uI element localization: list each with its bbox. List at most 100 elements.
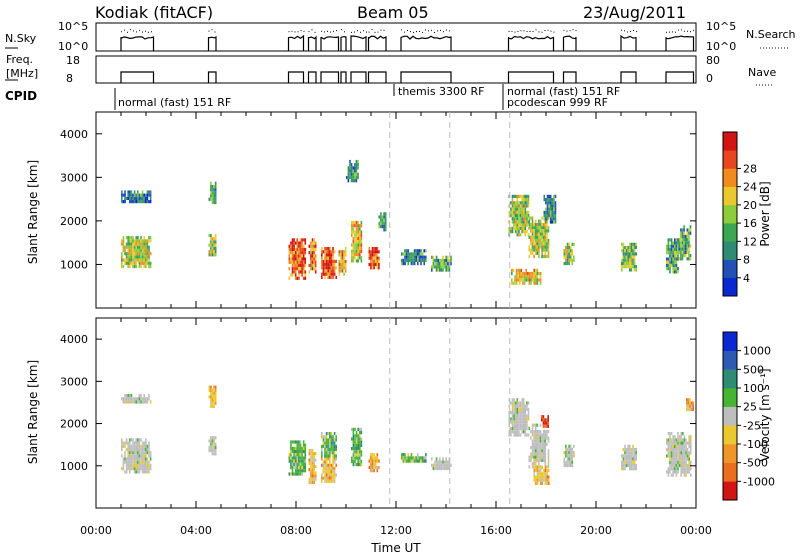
echo-cell <box>534 238 537 243</box>
echo-cell <box>516 210 519 214</box>
echo-cell <box>343 263 345 267</box>
echo-cell <box>516 430 519 434</box>
echo-cell <box>524 230 527 234</box>
echo-cell <box>573 242 575 246</box>
echo-cell <box>514 210 517 214</box>
echo-cell <box>667 244 670 248</box>
echo-cell <box>635 242 637 246</box>
nsky-label: N.Sky <box>5 32 37 45</box>
echo-cell <box>313 480 315 485</box>
echo-cell <box>130 467 133 471</box>
echo-cell <box>546 475 548 479</box>
echo-cell <box>340 256 342 260</box>
echo-cell <box>404 255 406 259</box>
echo-cell <box>121 438 123 442</box>
echo-cell <box>541 481 544 485</box>
echo-cell <box>418 255 421 259</box>
echo-blob <box>288 440 307 476</box>
echo-cell <box>528 426 531 430</box>
echo-cell <box>692 401 694 405</box>
echo-cell <box>311 263 314 268</box>
colorbar-tick-label: 500 <box>743 363 764 376</box>
echo-cell <box>518 204 520 208</box>
nsearch-dot <box>327 30 328 32</box>
echo-cell <box>137 196 139 200</box>
echo-cell <box>675 267 678 271</box>
echo-cell <box>344 259 347 263</box>
echo-cell <box>666 244 668 248</box>
echo-cell <box>533 242 535 246</box>
echo-cell <box>127 255 129 259</box>
echo-cell <box>333 266 336 270</box>
echo-cell <box>330 272 333 276</box>
echo-cell <box>291 462 294 466</box>
echo-cell <box>541 458 543 462</box>
echo-cell <box>290 450 292 454</box>
echo-cell <box>127 441 129 445</box>
echo-cell <box>682 454 684 458</box>
echo-cell <box>137 457 139 461</box>
echo-cell <box>536 248 539 252</box>
echo-cell <box>533 439 535 443</box>
echo-cell <box>546 204 549 208</box>
echo-cell <box>535 478 537 482</box>
echo-cell <box>533 222 535 227</box>
echo-cell <box>404 456 406 460</box>
echo-cell <box>384 225 387 229</box>
echo-cell <box>321 247 323 251</box>
echo-cell <box>133 193 136 197</box>
echo-cell <box>521 201 523 205</box>
echo-cell <box>448 463 451 467</box>
echo-cell <box>125 438 128 442</box>
echo-cell <box>121 397 123 401</box>
echo-cell <box>624 261 626 266</box>
echo-cell <box>513 420 515 424</box>
freq-trace <box>320 71 340 83</box>
freq-panel <box>95 55 697 84</box>
echo-cell <box>684 247 687 251</box>
echo-cell <box>627 451 629 455</box>
echo-cell <box>211 237 214 241</box>
echo-cell <box>149 190 152 194</box>
echo-cell <box>543 210 546 214</box>
echo-cell <box>412 262 414 266</box>
echo-cell <box>629 268 631 272</box>
echo-cell <box>340 266 342 270</box>
echo-cell <box>692 407 694 411</box>
echo-cell <box>624 265 626 269</box>
echo-cell <box>539 433 542 437</box>
echo-cell <box>383 215 385 219</box>
echo-cell <box>514 407 517 411</box>
nsky-trace <box>340 35 347 51</box>
colorbar-tick-label: -500 <box>743 457 768 470</box>
echo-cell <box>357 450 359 454</box>
echo-cell <box>667 448 670 452</box>
echo-cell <box>669 257 671 261</box>
y-tick-label: 1000 <box>60 460 88 473</box>
echo-cell <box>133 467 136 471</box>
echo-cell <box>513 201 515 205</box>
echo-cell <box>330 441 333 445</box>
echo-cell <box>321 454 323 458</box>
echo-cell <box>324 275 326 279</box>
echo-cell <box>304 459 307 463</box>
echo-cell <box>308 452 311 456</box>
echo-cell <box>443 265 446 269</box>
echo-cell <box>401 258 403 262</box>
echo-cell <box>629 460 631 464</box>
echo-cell <box>554 217 557 221</box>
nsearch-dot <box>434 32 435 33</box>
echo-cell <box>672 451 674 455</box>
echo-cell <box>407 262 409 266</box>
echo-cell <box>635 451 637 455</box>
echo-cell <box>415 255 417 259</box>
echo-cell <box>546 469 548 473</box>
colorbar-cell <box>723 332 737 351</box>
echo-cell <box>625 454 628 458</box>
echo-cell <box>330 259 333 263</box>
echo-cell <box>544 418 546 422</box>
echo-cell <box>299 263 302 268</box>
echo-cell <box>321 253 323 257</box>
echo-cell <box>538 251 540 255</box>
echo-cell <box>440 258 443 263</box>
